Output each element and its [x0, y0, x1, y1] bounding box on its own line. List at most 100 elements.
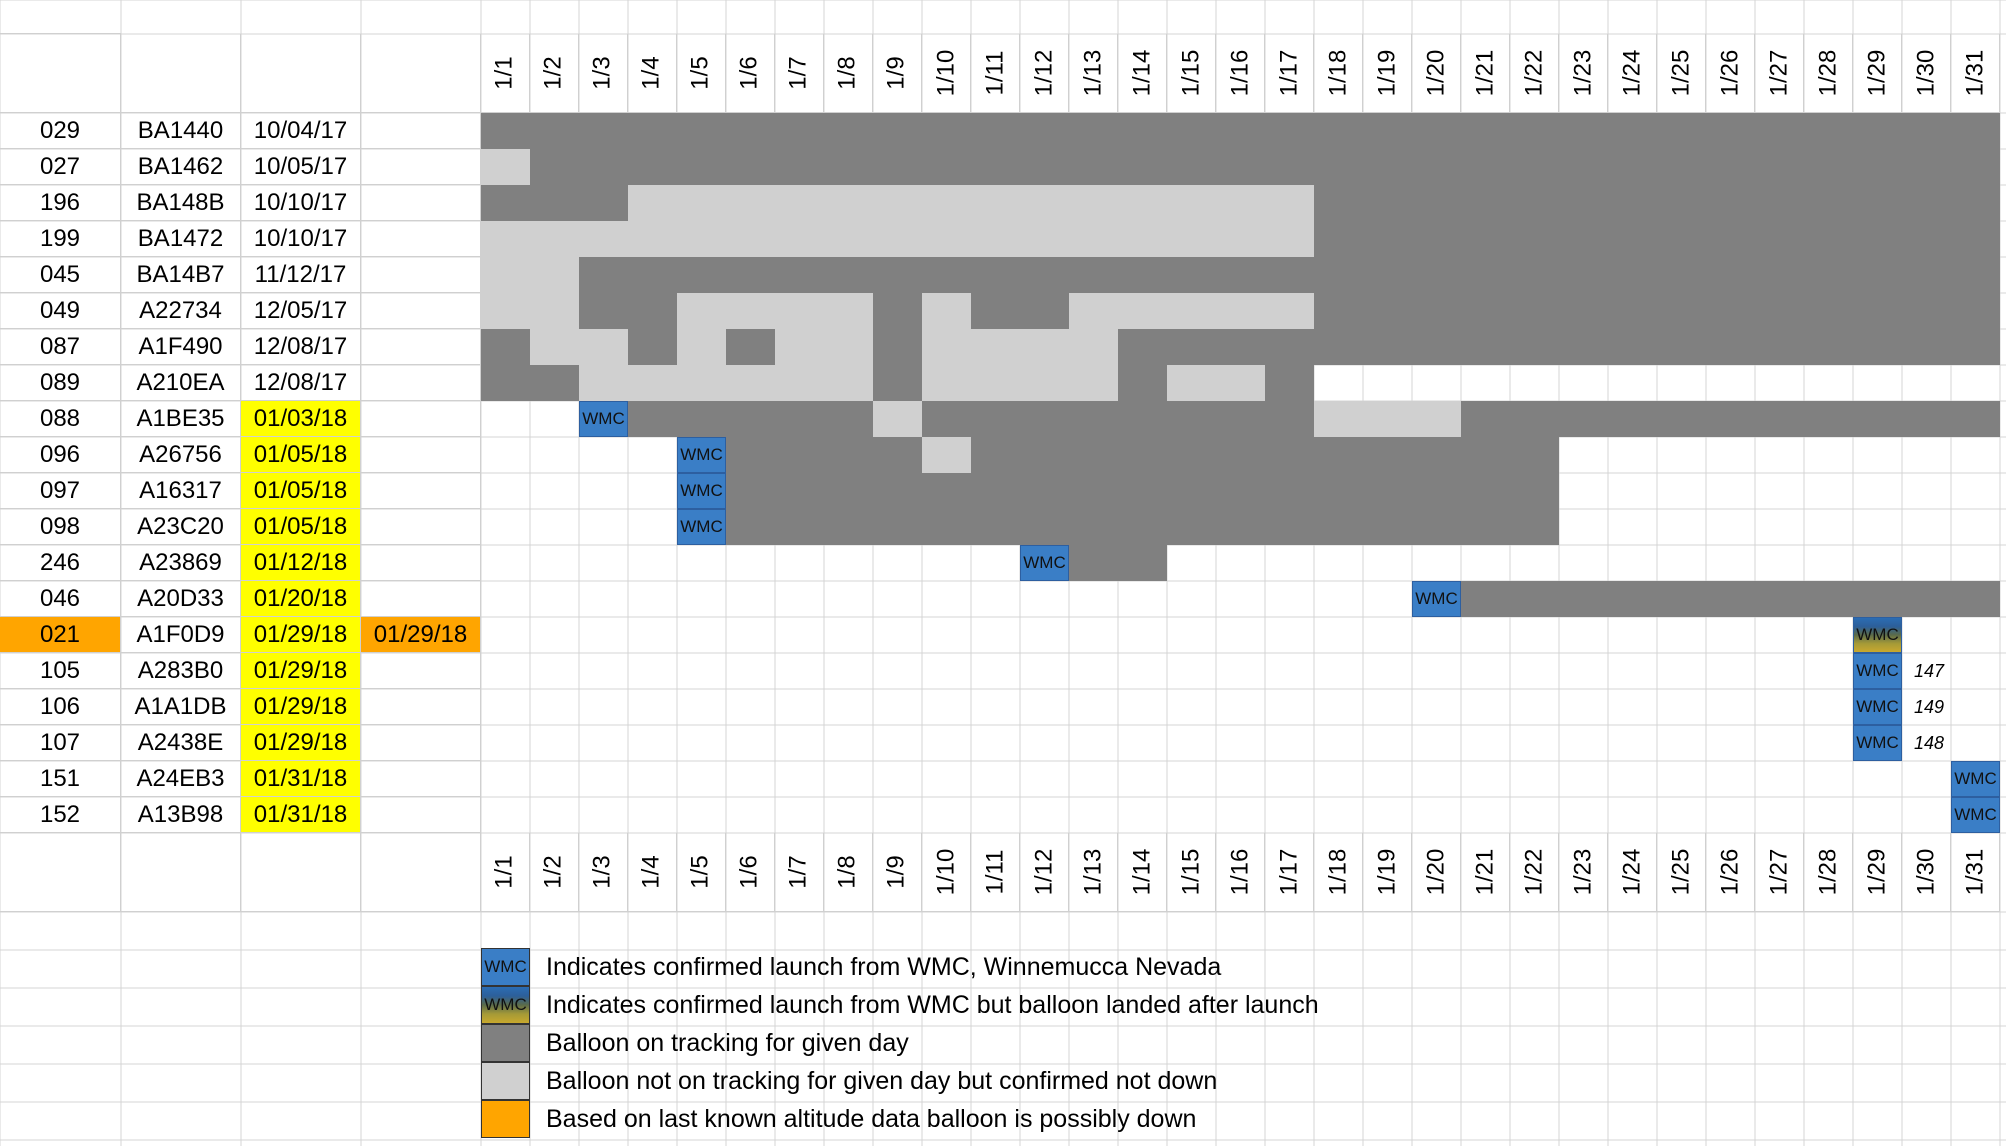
mode-s-cell[interactable]: A22734	[121, 293, 241, 329]
day-cell-on-tracking[interactable]	[1902, 329, 1951, 365]
day-cell-not-tracked[interactable]	[922, 293, 971, 329]
day-cell-not-tracked[interactable]	[1265, 221, 1314, 257]
day-cell-on-tracking[interactable]	[726, 401, 775, 437]
day-cell-on-tracking[interactable]	[873, 329, 922, 365]
day-cell-on-tracking[interactable]	[1804, 221, 1853, 257]
day-cell-on-tracking[interactable]	[1657, 185, 1706, 221]
day-cell-on-tracking[interactable]	[579, 149, 628, 185]
down-date-cell[interactable]	[361, 113, 481, 149]
down-date-cell[interactable]	[361, 545, 481, 581]
day-cell-on-tracking[interactable]	[1755, 149, 1804, 185]
day-cell-on-tracking[interactable]	[1510, 581, 1559, 617]
day-cell-on-tracking[interactable]	[726, 473, 775, 509]
day-cell-not-tracked[interactable]	[579, 221, 628, 257]
day-cell-on-tracking[interactable]	[1020, 113, 1069, 149]
day-cell-on-tracking[interactable]	[1510, 329, 1559, 365]
day-cell-on-tracking[interactable]	[873, 293, 922, 329]
day-cell-on-tracking[interactable]	[530, 113, 579, 149]
down-date-cell[interactable]	[361, 509, 481, 545]
day-cell-on-tracking[interactable]	[1167, 257, 1216, 293]
mode-s-cell[interactable]: A2438E	[121, 725, 241, 761]
mode-s-cell[interactable]: A283B0	[121, 653, 241, 689]
day-cell-on-tracking[interactable]	[1657, 293, 1706, 329]
day-cell-on-tracking[interactable]	[1853, 221, 1902, 257]
day-cell-on-tracking[interactable]	[1657, 149, 1706, 185]
day-cell-not-tracked[interactable]	[824, 221, 873, 257]
day-cell-not-tracked[interactable]	[726, 185, 775, 221]
day-cell-on-tracking[interactable]	[1559, 293, 1608, 329]
wmc-launch-cell[interactable]: WMC	[1020, 545, 1069, 581]
day-cell-on-tracking[interactable]	[1951, 329, 2000, 365]
day-cell-on-tracking[interactable]	[1853, 401, 1902, 437]
hbal-cell[interactable]: 096	[0, 437, 121, 473]
day-cell-on-tracking[interactable]	[1510, 473, 1559, 509]
day-cell-not-tracked[interactable]	[677, 329, 726, 365]
day-cell-on-tracking[interactable]	[1755, 293, 1804, 329]
launch-date-cell[interactable]: 10/10/17	[241, 185, 361, 221]
down-date-cell[interactable]	[361, 221, 481, 257]
day-cell-on-tracking[interactable]	[1902, 185, 1951, 221]
day-cell-not-tracked[interactable]	[1216, 221, 1265, 257]
hbal-cell[interactable]: 046	[0, 581, 121, 617]
day-cell-on-tracking[interactable]	[1657, 581, 1706, 617]
day-cell-on-tracking[interactable]	[1020, 293, 1069, 329]
day-cell-on-tracking[interactable]	[1461, 185, 1510, 221]
day-cell-on-tracking[interactable]	[824, 257, 873, 293]
hbal-cell[interactable]: 089	[0, 365, 121, 401]
day-cell-on-tracking[interactable]	[1069, 473, 1118, 509]
day-cell-not-tracked[interactable]	[726, 293, 775, 329]
day-cell-on-tracking[interactable]	[1706, 113, 1755, 149]
day-cell-on-tracking[interactable]	[628, 113, 677, 149]
day-cell-on-tracking[interactable]	[1951, 293, 2000, 329]
hbal-cell[interactable]: 199	[0, 221, 121, 257]
day-cell-on-tracking[interactable]	[1804, 113, 1853, 149]
day-cell-not-tracked[interactable]	[481, 221, 530, 257]
day-cell-on-tracking[interactable]	[1216, 473, 1265, 509]
day-cell-on-tracking[interactable]	[1363, 221, 1412, 257]
day-cell-on-tracking[interactable]	[1510, 257, 1559, 293]
day-cell-on-tracking[interactable]	[1069, 149, 1118, 185]
day-cell-on-tracking[interactable]	[1314, 473, 1363, 509]
day-cell-not-tracked[interactable]	[971, 365, 1020, 401]
day-cell-on-tracking[interactable]	[1412, 221, 1461, 257]
day-cell-not-tracked[interactable]	[628, 221, 677, 257]
day-cell-on-tracking[interactable]	[1216, 149, 1265, 185]
day-cell-not-tracked[interactable]	[922, 221, 971, 257]
day-cell-not-tracked[interactable]	[579, 365, 628, 401]
day-cell-on-tracking[interactable]	[1853, 257, 1902, 293]
day-cell-on-tracking[interactable]	[628, 329, 677, 365]
day-cell-on-tracking[interactable]	[579, 113, 628, 149]
day-cell-on-tracking[interactable]	[1118, 149, 1167, 185]
mode-s-cell[interactable]: A1BE35	[121, 401, 241, 437]
day-cell-not-tracked[interactable]	[1069, 293, 1118, 329]
day-cell-on-tracking[interactable]	[1118, 113, 1167, 149]
day-cell-on-tracking[interactable]	[1069, 509, 1118, 545]
day-cell-on-tracking[interactable]	[873, 113, 922, 149]
day-cell-on-tracking[interactable]	[579, 185, 628, 221]
day-cell-on-tracking[interactable]	[1706, 401, 1755, 437]
day-cell-not-tracked[interactable]	[971, 329, 1020, 365]
day-cell-on-tracking[interactable]	[1363, 509, 1412, 545]
day-cell-on-tracking[interactable]	[1608, 149, 1657, 185]
day-cell-on-tracking[interactable]	[1902, 257, 1951, 293]
day-cell-on-tracking[interactable]	[677, 401, 726, 437]
day-cell-on-tracking[interactable]	[1167, 149, 1216, 185]
day-cell-not-tracked[interactable]	[1069, 365, 1118, 401]
launch-date-cell[interactable]: 01/05/18	[241, 437, 361, 473]
day-cell-on-tracking[interactable]	[922, 401, 971, 437]
day-cell-on-tracking[interactable]	[1853, 581, 1902, 617]
day-cell-on-tracking[interactable]	[1608, 113, 1657, 149]
day-cell-on-tracking[interactable]	[1608, 257, 1657, 293]
wmc-launch-cell[interactable]: WMC	[1853, 689, 1902, 725]
hbal-cell[interactable]: 029	[0, 113, 121, 149]
day-cell-on-tracking[interactable]	[824, 437, 873, 473]
day-cell-on-tracking[interactable]	[1020, 401, 1069, 437]
day-cell-on-tracking[interactable]	[971, 509, 1020, 545]
day-cell-on-tracking[interactable]	[873, 509, 922, 545]
day-cell-on-tracking[interactable]	[1363, 293, 1412, 329]
day-cell-on-tracking[interactable]	[1951, 401, 2000, 437]
mode-s-cell[interactable]: BA1440	[121, 113, 241, 149]
day-cell-on-tracking[interactable]	[1657, 113, 1706, 149]
day-cell-on-tracking[interactable]	[824, 113, 873, 149]
down-date-cell[interactable]	[361, 329, 481, 365]
